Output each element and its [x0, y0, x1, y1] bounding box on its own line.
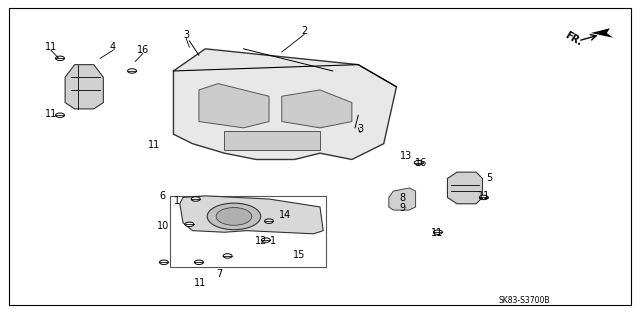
Text: 1: 1	[271, 236, 276, 246]
Circle shape	[479, 195, 488, 200]
Text: 11: 11	[45, 109, 57, 119]
Text: SK83-S3700B: SK83-S3700B	[498, 296, 550, 305]
Text: 3: 3	[183, 30, 189, 40]
Text: 2: 2	[301, 26, 307, 36]
Bar	[170, 196, 326, 267]
Text: 11: 11	[478, 191, 490, 202]
Polygon shape	[447, 172, 483, 204]
Polygon shape	[389, 188, 415, 210]
Circle shape	[56, 113, 65, 117]
Circle shape	[56, 56, 65, 61]
Text: 9: 9	[400, 203, 406, 212]
Text: 8: 8	[400, 193, 406, 203]
Text: 7: 7	[216, 269, 223, 279]
Circle shape	[127, 69, 136, 73]
Circle shape	[191, 197, 200, 201]
Circle shape	[216, 208, 252, 225]
Text: 14: 14	[279, 210, 291, 220]
Circle shape	[185, 222, 194, 226]
Text: 11: 11	[194, 278, 206, 288]
Text: 13: 13	[400, 151, 412, 161]
Polygon shape	[65, 65, 103, 109]
Text: FR.: FR.	[563, 30, 584, 48]
Circle shape	[195, 260, 204, 264]
Text: 3: 3	[357, 124, 364, 135]
Text: 11: 11	[148, 140, 161, 150]
Text: 15: 15	[293, 250, 306, 260]
Polygon shape	[180, 196, 323, 234]
Circle shape	[414, 160, 423, 165]
Polygon shape	[225, 131, 320, 150]
Circle shape	[433, 230, 442, 234]
Text: 11: 11	[431, 228, 443, 238]
Polygon shape	[199, 84, 269, 128]
Text: 11: 11	[45, 42, 57, 52]
Polygon shape	[591, 28, 613, 38]
Text: 12: 12	[255, 236, 268, 246]
Text: 4: 4	[110, 42, 116, 52]
Text: 6: 6	[159, 191, 165, 201]
Circle shape	[261, 238, 270, 242]
Text: 1: 1	[173, 196, 180, 206]
Text: 16: 16	[137, 45, 149, 56]
Text: 5: 5	[486, 174, 492, 183]
Circle shape	[223, 254, 232, 258]
Text: 16: 16	[415, 158, 428, 168]
Text: 10: 10	[157, 221, 169, 231]
Polygon shape	[282, 90, 352, 128]
Circle shape	[159, 260, 168, 264]
Circle shape	[264, 219, 273, 223]
Polygon shape	[173, 49, 396, 160]
Circle shape	[207, 203, 260, 230]
